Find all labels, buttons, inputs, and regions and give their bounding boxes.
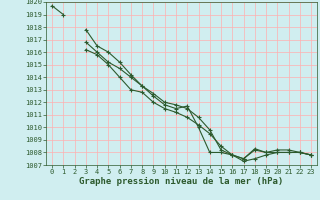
- X-axis label: Graphe pression niveau de la mer (hPa): Graphe pression niveau de la mer (hPa): [79, 177, 284, 186]
